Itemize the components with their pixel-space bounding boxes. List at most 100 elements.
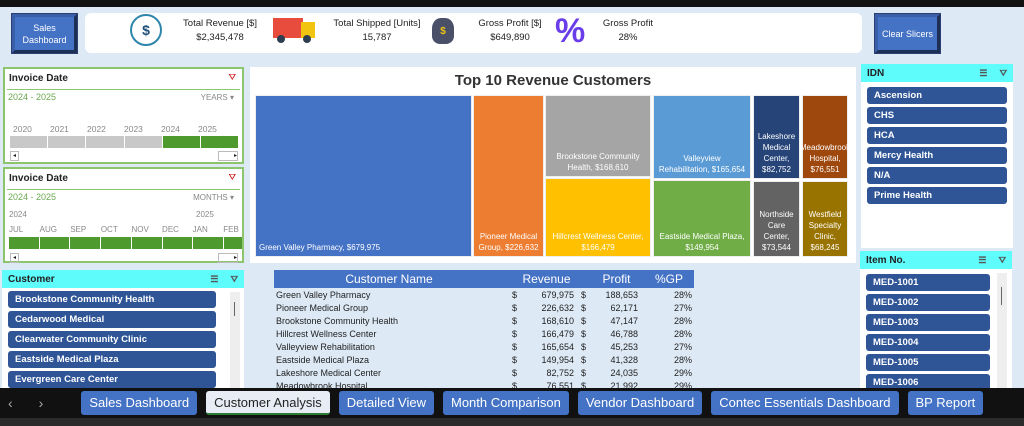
table-cell: 21,992 <box>610 380 638 389</box>
divider <box>7 189 240 190</box>
treemap-tile[interactable]: Pioneer Medical Group, $226,632 <box>473 95 544 257</box>
table-cell: 149,954 <box>541 354 574 365</box>
period-month[interactable] <box>70 237 101 249</box>
table-cell: Lakeshore Medical Center <box>276 367 382 378</box>
slicer-item[interactable]: MED-1006 <box>866 374 990 391</box>
invoice-date-timeline-months[interactable]: Invoice Date ⛛ 2024 - 2025 MONTHS ▾ 2024… <box>3 167 244 263</box>
header-customer-name: Customer Name <box>345 272 433 286</box>
table-cell: $ <box>512 341 518 352</box>
month-label: SEP <box>70 225 87 234</box>
treemap-tile[interactable]: Northside Care Center, $73,544 <box>753 181 800 257</box>
slicer-item[interactable]: MED-1002 <box>866 294 990 311</box>
period-month[interactable] <box>101 237 131 249</box>
header-revenue: Revenue <box>522 272 571 286</box>
period-month[interactable] <box>193 237 224 249</box>
invoice-date-timeline-years[interactable]: Invoice Date ⛛ 2024 - 2025 YEARS ▾ 2020 2… <box>3 67 244 164</box>
period-month[interactable] <box>162 237 193 249</box>
period-2020[interactable] <box>10 136 48 148</box>
timeline-level-dropdown[interactable]: MONTHS ▾ <box>193 193 234 202</box>
month-label: OCT <box>100 225 118 234</box>
timeline-bar[interactable] <box>10 136 239 148</box>
timeline-level-dropdown[interactable]: YEARS ▾ <box>200 93 234 102</box>
slicer-item[interactable]: HCA <box>867 127 1007 144</box>
tile-label: Green Valley Pharmacy, $679,975 <box>259 243 381 252</box>
slicer-item[interactable]: MED-1004 <box>866 334 990 351</box>
kpi-label: Gross Profit <box>602 18 654 29</box>
month-labels: JUL AUG SEP OCT NOV DEC JAN FEB <box>9 225 243 234</box>
treemap-tile[interactable]: Lakeshore Medical Center, $82,752 <box>753 95 800 179</box>
slicer-item[interactable]: Clearwater Community Clinic <box>8 331 216 348</box>
table-header: Customer Name Revenue Profit %GP <box>274 270 694 288</box>
prev-sheet-icon[interactable]: ‹ <box>8 395 13 411</box>
treemap-tile[interactable]: Brookstone Community Health, $168,610 <box>545 95 651 177</box>
table-cell: $ <box>512 289 518 300</box>
period-2022[interactable] <box>86 136 124 148</box>
scrollbar[interactable] <box>997 273 1007 391</box>
clear-filter-icon[interactable]: ⛛ <box>998 254 1006 265</box>
year-labels: 2020 2021 2022 2023 2024 2025 <box>13 124 238 134</box>
period-2024[interactable] <box>162 136 200 148</box>
scroll-left-button[interactable]: ◂ <box>10 151 19 161</box>
clear-filter-icon[interactable]: ⛛ <box>230 273 238 284</box>
scrollbar-thumb[interactable] <box>234 302 235 316</box>
slicer-item[interactable]: Brookstone Community Health <box>8 291 216 308</box>
slicer-item[interactable]: Ascension <box>867 87 1007 104</box>
table-cell: 41,328 <box>610 354 638 365</box>
treemap-tile[interactable]: Westfield Specialty Clinic, $68,245 <box>802 181 848 257</box>
kpi-label: Total Revenue [$] <box>183 18 257 29</box>
period-2025[interactable] <box>200 136 239 148</box>
table-cell: $ <box>580 315 586 326</box>
chart-title: Top 10 Revenue Customers <box>454 72 652 89</box>
clear-filter-icon[interactable]: ⛛ <box>228 72 236 82</box>
sheet-tab[interactable]: Sales Dashboard <box>81 391 198 415</box>
year-label: 2020 <box>13 124 32 134</box>
next-sheet-icon[interactable]: › <box>38 395 44 411</box>
sheet-tab[interactable]: Vendor Dashboard <box>577 391 703 415</box>
scroll-right-button[interactable]: ▸ <box>218 151 238 161</box>
treemap-tile[interactable]: Meadowbrook Hospital, $76,551 <box>800 95 850 179</box>
month-label: DEC <box>162 225 179 234</box>
slicer-item[interactable]: CHS <box>867 107 1007 124</box>
truck-icon <box>273 18 315 43</box>
period-month[interactable] <box>131 237 162 249</box>
slicer-item[interactable]: Cedarwood Medical <box>8 311 216 328</box>
slicer-item[interactable]: N/A <box>867 167 1007 184</box>
slicer-item[interactable]: Mercy Health <box>867 147 1007 164</box>
scroll-left-button[interactable]: ◂ <box>10 253 19 263</box>
period-2021[interactable] <box>48 136 86 148</box>
slicer-item[interactable]: MED-1001 <box>866 274 990 291</box>
slicer-item[interactable]: MED-1005 <box>866 354 990 371</box>
slicer-item[interactable]: Eastside Medical Plaza <box>8 351 216 368</box>
treemap-tile[interactable]: Hillcrest Wellness Center, $166,479 <box>545 178 651 257</box>
multi-select-icon[interactable]: ☰ <box>210 273 219 284</box>
clear-filter-icon[interactable]: ⛛ <box>228 172 236 182</box>
table-row: Hillcrest Wellness Center $166,479 $46,788… <box>274 327 694 340</box>
sheet-tab[interactable]: BP Report <box>907 391 984 415</box>
clear-filter-icon[interactable]: ⛛ <box>999 67 1007 78</box>
sheet-tab[interactable]: Customer Analysis <box>206 391 330 415</box>
slicer-header: Customer ☰ ⛛ <box>2 270 244 288</box>
multi-select-icon[interactable]: ☰ <box>978 254 987 265</box>
slicer-item[interactable]: Prime Health <box>867 187 1007 204</box>
period-2023[interactable] <box>124 136 162 148</box>
period-month[interactable] <box>9 237 39 249</box>
treemap-tile[interactable]: Eastside Medical Plaza, $149,954 <box>653 180 751 257</box>
period-month[interactable] <box>224 237 242 249</box>
scrollbar[interactable] <box>230 292 240 390</box>
multi-select-icon[interactable]: ☰ <box>979 67 988 78</box>
sheet-tab[interactable]: Detailed View <box>338 391 434 415</box>
table-cell: $ <box>512 354 518 365</box>
treemap-tile[interactable]: Green Valley Pharmacy, $679,975 <box>255 95 472 257</box>
period-month[interactable] <box>39 237 70 249</box>
sheet-tab[interactable]: Contec Essentials Dashboard <box>711 391 899 415</box>
clear-slicers-button[interactable]: Clear Slicers <box>875 14 940 53</box>
treemap-tile[interactable]: Valleyview Rehabilitation, $165,654 <box>653 95 751 179</box>
slicer-item[interactable]: MED-1003 <box>866 314 990 331</box>
slicer-item[interactable]: Evergreen Care Center <box>8 371 216 388</box>
sheet-tab[interactable]: Month Comparison <box>443 391 569 415</box>
sales-dashboard-button[interactable]: Sales Dashboard <box>12 14 77 53</box>
scrollbar-thumb[interactable] <box>1001 287 1002 305</box>
scroll-right-button[interactable]: ▸ <box>218 253 238 263</box>
table-cell: Meadowbrook Hospital <box>276 380 368 389</box>
timeline-bar[interactable] <box>9 237 242 249</box>
